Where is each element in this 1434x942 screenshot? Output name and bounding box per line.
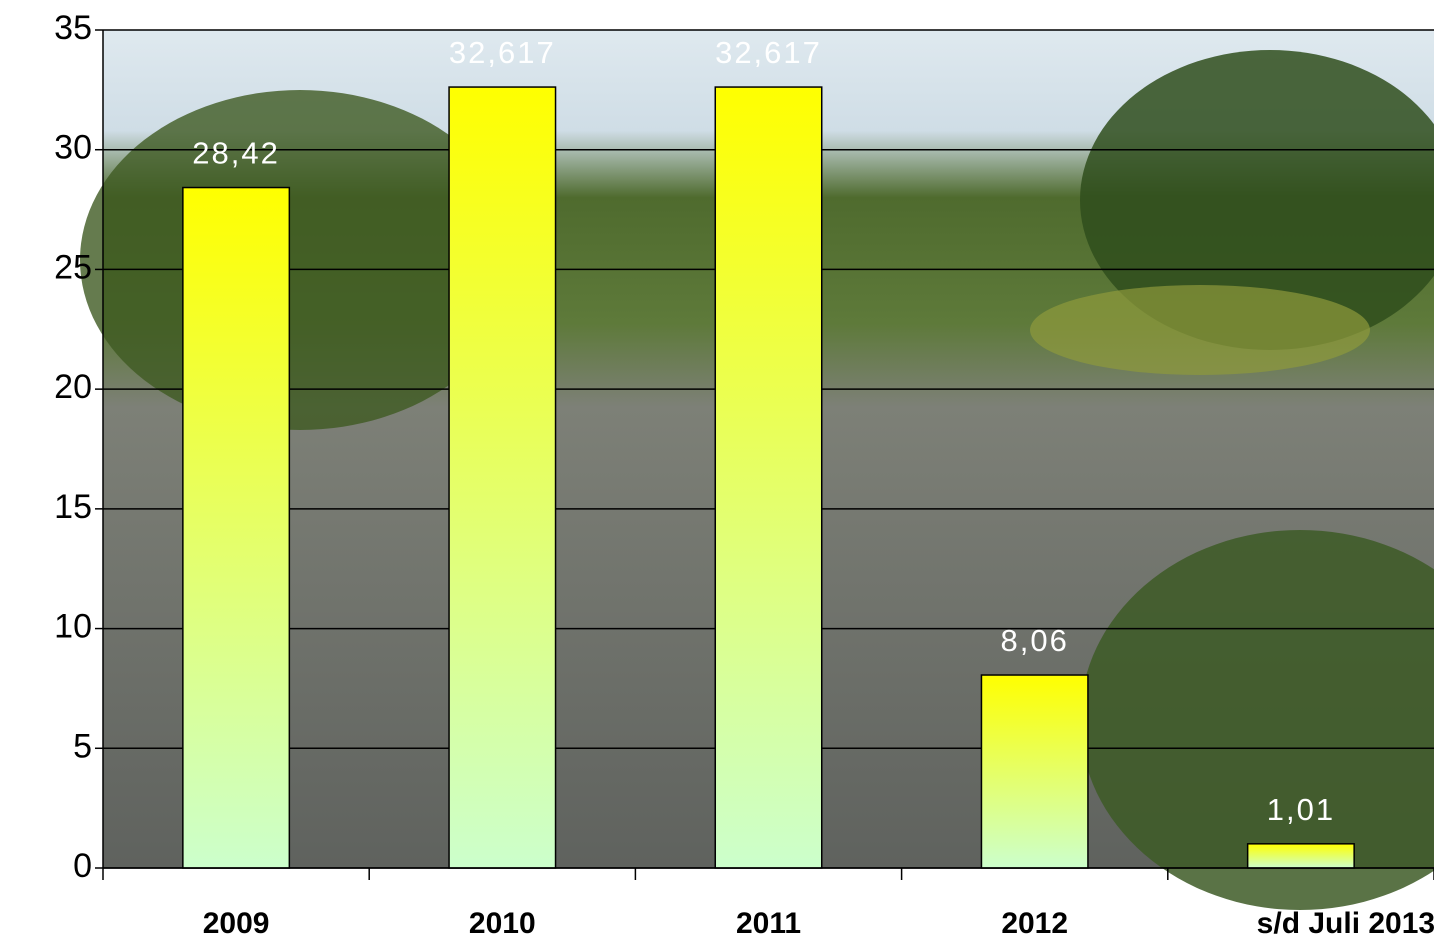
y-tick-label: 10 xyxy=(54,608,92,646)
y-tick-label: 15 xyxy=(54,488,92,526)
bar xyxy=(1248,844,1354,868)
value-label: 32,617 xyxy=(715,35,822,70)
value-label: 32,617 xyxy=(449,35,556,70)
bar xyxy=(183,188,289,868)
bar xyxy=(981,675,1087,868)
y-tick-label: 20 xyxy=(54,368,92,406)
x-tick-label: 2012 xyxy=(1001,907,1068,940)
bar xyxy=(449,87,555,868)
x-tick-label: s/d Juli 2013 xyxy=(1257,907,1434,940)
y-tick-label: 30 xyxy=(54,129,92,167)
y-tick-label: 5 xyxy=(73,727,92,765)
y-tick-label: 0 xyxy=(73,847,92,885)
x-tick-label: 2010 xyxy=(469,907,536,940)
y-tick-label: 25 xyxy=(54,248,92,286)
value-label: 1,01 xyxy=(1267,792,1335,827)
value-label: 8,06 xyxy=(1001,623,1069,658)
bar xyxy=(715,87,821,868)
y-tick-label: 35 xyxy=(54,9,92,47)
chart: 0 5 10 15 20 25 30 35 2009 28,42 2010 32,617 2011 32,… xyxy=(0,0,1434,942)
x-tick-label: 2009 xyxy=(203,907,270,940)
value-label: 28,42 xyxy=(192,136,280,171)
x-tick-label: 2011 xyxy=(736,907,801,940)
